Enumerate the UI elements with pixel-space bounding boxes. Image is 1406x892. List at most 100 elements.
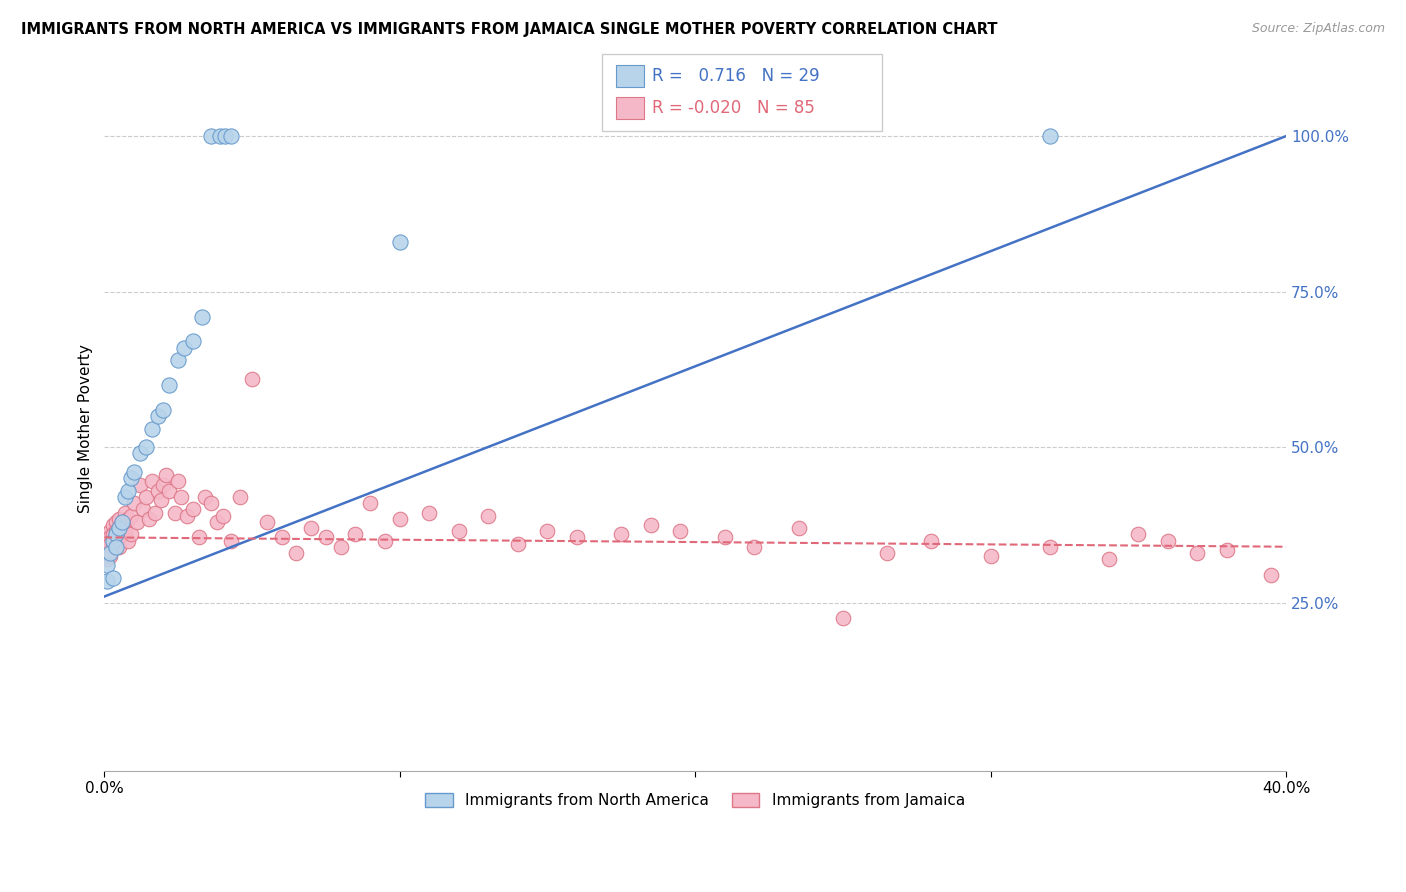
Text: R = -0.020   N = 85: R = -0.020 N = 85 (652, 99, 815, 117)
Point (831, 611, 853, 625)
Point (141, 421, 163, 435)
Point (359, 496, 381, 510)
Point (200, 496, 222, 510)
Point (105, 527, 128, 541)
Point (98, 546, 121, 560)
Point (240, 372, 263, 386)
Point (108, 540, 131, 554)
Point (329, 540, 352, 554)
Point (270, 530, 292, 544)
Point (152, 402, 174, 417)
Point (200, 129, 222, 144)
Point (98, 530, 121, 544)
Point (149, 493, 172, 508)
Point (157, 483, 180, 498)
Point (141, 475, 163, 489)
Point (128, 477, 150, 491)
Point (536, 524, 558, 538)
Point (565, 530, 588, 544)
Point (135, 440, 157, 454)
Point (114, 524, 136, 538)
Point (980, 549, 1002, 563)
Point (640, 518, 662, 533)
Point (208, 129, 231, 144)
Point (132, 502, 155, 516)
Point (122, 465, 145, 479)
Point (96, 574, 118, 588)
Point (1098, 552, 1121, 566)
Point (165, 506, 187, 520)
Point (105, 540, 128, 554)
Text: Source: ZipAtlas.com: Source: ZipAtlas.com (1251, 22, 1385, 36)
Point (214, 129, 236, 144)
Point (96, 540, 118, 554)
Point (122, 496, 145, 510)
Point (176, 508, 198, 523)
Text: IMMIGRANTS FROM NORTH AMERICA VS IMMIGRANTS FROM JAMAICA SINGLE MOTHER POVERTY C: IMMIGRANTS FROM NORTH AMERICA VS IMMIGRA… (21, 22, 998, 37)
Point (96, 546, 118, 560)
Point (114, 506, 136, 520)
Point (105, 515, 128, 529)
Point (477, 508, 499, 523)
Point (388, 235, 411, 249)
Point (876, 546, 898, 560)
Point (135, 490, 157, 504)
Point (120, 471, 142, 485)
Point (103, 533, 125, 548)
Point (388, 512, 411, 526)
Point (98, 536, 121, 550)
Point (669, 524, 692, 538)
Point (787, 521, 810, 535)
Point (299, 521, 322, 535)
Point (108, 512, 131, 526)
Point (155, 468, 177, 483)
Point (114, 490, 136, 504)
Point (120, 508, 142, 523)
Point (1157, 533, 1180, 548)
Point (173, 341, 195, 355)
Point (138, 512, 160, 526)
Point (1039, 540, 1062, 554)
Point (105, 536, 128, 550)
Point (105, 524, 128, 538)
Point (181, 502, 204, 516)
Point (191, 310, 214, 324)
Point (418, 506, 440, 520)
Point (170, 490, 193, 504)
Point (256, 515, 278, 529)
Point (103, 571, 125, 585)
Point (221, 129, 243, 144)
Point (506, 536, 529, 550)
Point (125, 515, 148, 529)
Point (344, 527, 367, 541)
Point (117, 483, 139, 498)
Point (194, 490, 217, 504)
Point (96, 527, 118, 541)
Point (205, 515, 228, 529)
Point (157, 378, 180, 392)
Point (1216, 542, 1239, 557)
Text: R =   0.716   N = 29: R = 0.716 N = 29 (652, 67, 820, 85)
Point (108, 521, 131, 535)
Point (221, 533, 243, 548)
Point (103, 536, 125, 550)
Point (146, 483, 169, 498)
Y-axis label: Single Mother Poverty: Single Mother Poverty (79, 344, 93, 513)
Point (103, 527, 125, 541)
Point (187, 530, 209, 544)
Point (1039, 129, 1062, 144)
Point (1128, 527, 1150, 541)
Point (167, 475, 190, 489)
Point (98, 524, 121, 538)
Point (229, 490, 252, 504)
Point (315, 530, 337, 544)
Point (146, 409, 169, 423)
Point (96, 533, 118, 548)
Point (128, 446, 150, 460)
Point (120, 527, 142, 541)
Point (103, 518, 125, 533)
Point (111, 515, 134, 529)
Point (111, 515, 134, 529)
Point (181, 334, 204, 349)
Point (610, 527, 633, 541)
